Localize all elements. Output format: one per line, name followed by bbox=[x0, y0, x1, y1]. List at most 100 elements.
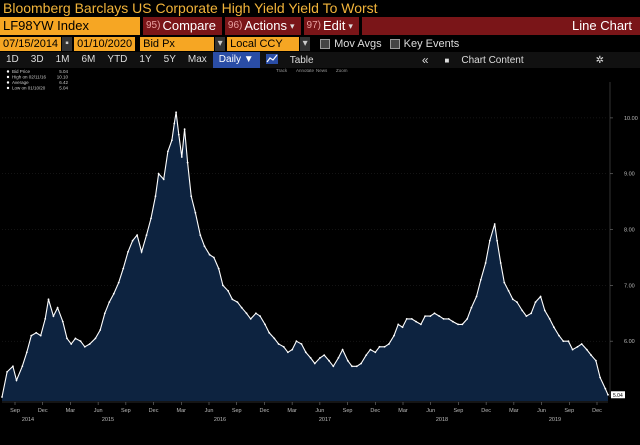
legend-value: 6.42 bbox=[59, 80, 68, 85]
series-area bbox=[2, 112, 608, 402]
actions-label: Actions bbox=[244, 18, 288, 33]
series-point bbox=[378, 345, 381, 348]
series-point bbox=[66, 337, 68, 340]
compare-label: Compare bbox=[162, 18, 216, 33]
series-point bbox=[194, 211, 197, 214]
x-month-label: Dec bbox=[370, 408, 380, 414]
series-point bbox=[429, 315, 432, 317]
series-point bbox=[117, 281, 120, 284]
series-point bbox=[227, 290, 230, 292]
period-ytd[interactable]: YTD bbox=[107, 54, 128, 65]
legend-marker bbox=[6, 70, 10, 73]
mov-avgs-checkbox[interactable] bbox=[320, 39, 331, 49]
series-point bbox=[264, 323, 266, 326]
start-date-field[interactable]: 07/15/2014 bbox=[0, 37, 62, 51]
x-year-label: 2019 bbox=[549, 417, 561, 423]
compare-number: 95) bbox=[146, 20, 161, 31]
compare-button[interactable]: 95) Compare bbox=[143, 17, 222, 35]
key-events-checkbox[interactable] bbox=[389, 39, 400, 49]
y-tick-label: 10.00 bbox=[624, 116, 638, 122]
chart-tools: Track Annotate News Zoom bbox=[276, 68, 348, 73]
x-month-label: Jun bbox=[537, 408, 546, 414]
series-point bbox=[240, 306, 243, 309]
series-point bbox=[405, 318, 408, 320]
currency-dropdown-icon[interactable]: ▾ bbox=[300, 37, 311, 51]
ticker-field[interactable]: LF98YW Index bbox=[0, 17, 140, 35]
x-month-label: Sep bbox=[121, 408, 131, 414]
command-bar: LF98YW Index 95) Compare 96) Actions ▾ 9… bbox=[0, 17, 640, 35]
series-point bbox=[30, 334, 33, 337]
chart-content-menu-icon[interactable]: ■ bbox=[444, 55, 450, 65]
legend-marker bbox=[6, 81, 10, 84]
series-point bbox=[103, 312, 106, 315]
series-point bbox=[136, 234, 139, 237]
tool-track[interactable]: Track bbox=[276, 68, 288, 73]
series-point bbox=[534, 301, 537, 303]
legend-value: 5.04 bbox=[59, 86, 68, 91]
tool-annotate[interactable]: Annotate bbox=[296, 68, 315, 73]
series-point bbox=[543, 309, 546, 312]
period-3d[interactable]: 3D bbox=[30, 54, 44, 65]
series-point bbox=[177, 133, 180, 136]
series-point bbox=[484, 262, 487, 264]
series-point bbox=[61, 320, 64, 323]
x-month-label: Sep bbox=[564, 408, 574, 414]
key-events-label: Key Events bbox=[403, 38, 460, 50]
x-month-label: Jun bbox=[426, 408, 435, 414]
chart-content-button[interactable]: Chart Content bbox=[461, 54, 524, 66]
series-point bbox=[323, 354, 326, 356]
series-point bbox=[268, 331, 271, 334]
period-1y[interactable]: 1Y bbox=[139, 54, 152, 65]
period-6m[interactable]: 6M bbox=[81, 54, 96, 65]
series-point bbox=[282, 345, 285, 348]
start-date-menu-icon[interactable]: ▪ bbox=[62, 37, 73, 51]
series-point bbox=[493, 223, 496, 225]
series-point bbox=[365, 354, 368, 356]
collapse-arrow-icon[interactable]: « bbox=[421, 53, 429, 67]
x-month-label: Dec bbox=[481, 408, 491, 414]
series-point bbox=[607, 393, 609, 396]
series-point bbox=[25, 351, 28, 354]
series-point bbox=[112, 292, 115, 295]
frequency-select[interactable]: Daily ▼ bbox=[212, 52, 260, 68]
period-max[interactable]: Max bbox=[187, 54, 207, 65]
tool-news[interactable]: News bbox=[316, 68, 328, 73]
end-date-field[interactable]: 01/10/2020 bbox=[74, 37, 136, 51]
series-point bbox=[442, 318, 445, 320]
gear-icon[interactable]: ✲ bbox=[595, 54, 604, 66]
series-point bbox=[231, 298, 234, 301]
period-1d[interactable]: 1D bbox=[6, 54, 19, 65]
x-month-label: Dec bbox=[592, 408, 602, 414]
edit-button[interactable]: 97) Edit ▾ bbox=[303, 17, 359, 35]
chart-legend: Bid Price 5.04 High on 02/11/16 10.10 Averag… bbox=[6, 69, 68, 91]
x-year-label: 2017 bbox=[319, 417, 331, 423]
series-point bbox=[203, 245, 206, 248]
table-view-button[interactable]: Table bbox=[289, 54, 314, 66]
legend-marker bbox=[6, 75, 10, 79]
period-1m[interactable]: 1M bbox=[55, 54, 70, 65]
series-point bbox=[341, 348, 344, 351]
series-point bbox=[571, 348, 574, 351]
tool-zoom[interactable]: Zoom bbox=[336, 68, 348, 73]
price-field-dropdown-icon[interactable]: ▾ bbox=[215, 37, 226, 51]
series-point bbox=[503, 281, 506, 284]
x-month-label: Mar bbox=[398, 408, 408, 414]
series-point bbox=[88, 343, 91, 345]
plot-area bbox=[1, 111, 609, 402]
period-5y[interactable]: 5Y bbox=[163, 54, 176, 65]
series-point bbox=[145, 234, 148, 237]
series-point bbox=[70, 343, 73, 345]
currency-select[interactable]: Local CCY bbox=[227, 37, 300, 51]
series-point bbox=[511, 298, 514, 301]
legend-label: High on 02/11/16 bbox=[12, 75, 46, 80]
series-point bbox=[291, 348, 294, 351]
line-chart-icon[interactable] bbox=[265, 51, 278, 69]
series-point bbox=[496, 239, 498, 242]
series-point bbox=[585, 348, 588, 351]
series-point bbox=[122, 267, 125, 270]
price-field-select[interactable]: Bid Px bbox=[140, 37, 215, 51]
actions-button[interactable]: 96) Actions ▾ bbox=[224, 17, 301, 35]
series-point bbox=[6, 371, 8, 373]
series-point bbox=[576, 345, 579, 348]
x-month-label: Dec bbox=[38, 408, 48, 414]
